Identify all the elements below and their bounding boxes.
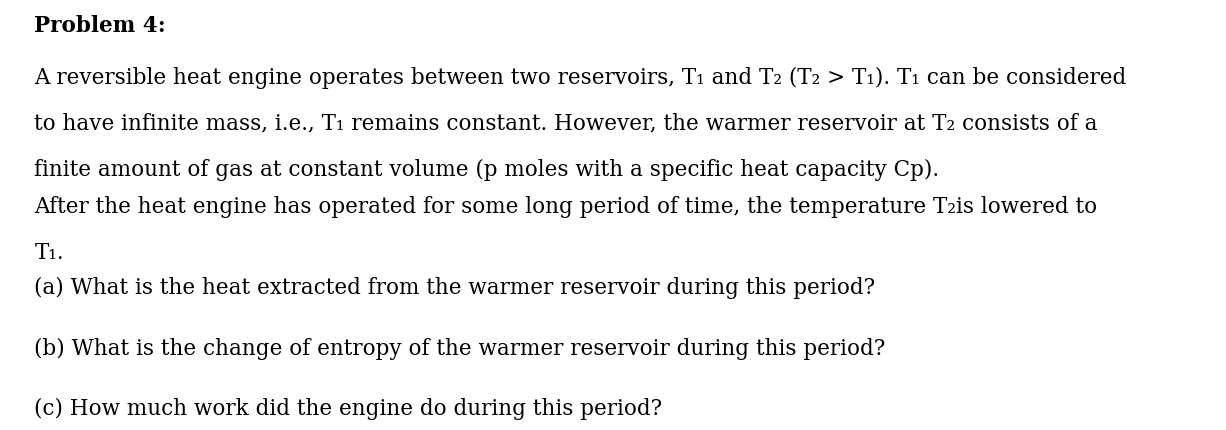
Text: to have infinite mass, i.e., T₁ remains constant. However, the warmer reservoir : to have infinite mass, i.e., T₁ remains …: [34, 113, 1097, 135]
Text: T₁.: T₁.: [34, 242, 64, 264]
Text: finite amount of gas at constant volume (p moles with a specific heat capacity C: finite amount of gas at constant volume …: [34, 159, 939, 181]
Text: Problem 4:: Problem 4:: [34, 15, 166, 37]
Text: (a) What is the heat extracted from the warmer reservoir during this period?: (a) What is the heat extracted from the …: [34, 277, 875, 299]
Text: (b) What is the change of entropy of the warmer reservoir during this period?: (b) What is the change of entropy of the…: [34, 338, 885, 359]
Text: (c) How much work did the engine do during this period?: (c) How much work did the engine do duri…: [34, 398, 662, 420]
Text: After the heat engine has operated for some long period of time, the temperature: After the heat engine has operated for s…: [34, 196, 1097, 218]
Text: A reversible heat engine operates between two reservoirs, T₁ and T₂ (T₂ > T₁). T: A reversible heat engine operates betwee…: [34, 67, 1127, 89]
